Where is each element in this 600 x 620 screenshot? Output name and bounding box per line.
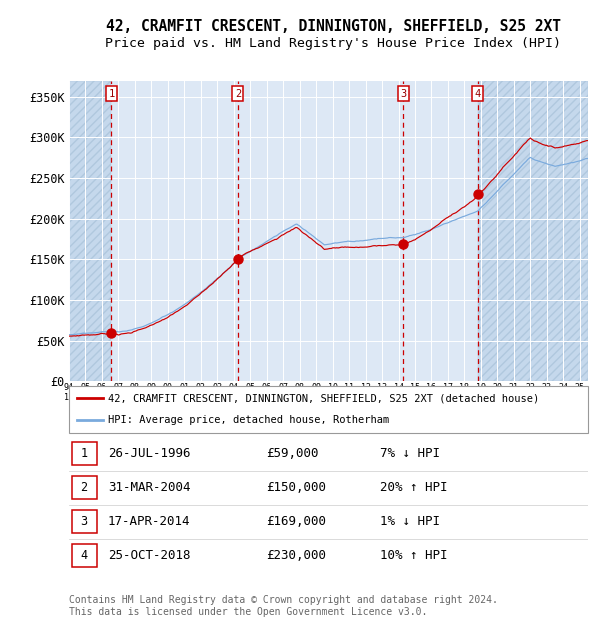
Text: 4: 4 (80, 549, 88, 562)
Text: Contains HM Land Registry data © Crown copyright and database right 2024.
This d: Contains HM Land Registry data © Crown c… (69, 595, 498, 617)
Text: 1: 1 (80, 447, 88, 459)
FancyBboxPatch shape (71, 476, 97, 499)
Text: 1% ↓ HPI: 1% ↓ HPI (380, 515, 440, 528)
Text: 17-APR-2014: 17-APR-2014 (108, 515, 190, 528)
Text: 10% ↑ HPI: 10% ↑ HPI (380, 549, 448, 562)
Text: 3: 3 (80, 515, 88, 528)
Text: 2: 2 (235, 89, 241, 99)
Bar (69, 81, 112, 381)
Text: £169,000: £169,000 (266, 515, 326, 528)
Text: 2: 2 (80, 481, 88, 494)
Text: 31-MAR-2004: 31-MAR-2004 (108, 481, 190, 494)
Bar (69, 81, 112, 381)
Text: HPI: Average price, detached house, Rotherham: HPI: Average price, detached house, Roth… (108, 415, 389, 425)
FancyBboxPatch shape (69, 386, 588, 433)
Bar (478, 81, 588, 381)
Text: 26-JUL-1996: 26-JUL-1996 (108, 447, 190, 459)
Text: 42, CRAMFIT CRESCENT, DINNINGTON, SHEFFIELD, S25 2XT (detached house): 42, CRAMFIT CRESCENT, DINNINGTON, SHEFFI… (108, 393, 539, 404)
Text: 7% ↓ HPI: 7% ↓ HPI (380, 447, 440, 459)
FancyBboxPatch shape (71, 510, 97, 533)
Text: 42, CRAMFIT CRESCENT, DINNINGTON, SHEFFIELD, S25 2XT: 42, CRAMFIT CRESCENT, DINNINGTON, SHEFFI… (106, 19, 560, 34)
Bar (478, 81, 588, 381)
Text: Price paid vs. HM Land Registry's House Price Index (HPI): Price paid vs. HM Land Registry's House … (105, 37, 561, 50)
Text: £150,000: £150,000 (266, 481, 326, 494)
Text: £59,000: £59,000 (266, 447, 319, 459)
Text: 25-OCT-2018: 25-OCT-2018 (108, 549, 190, 562)
FancyBboxPatch shape (71, 544, 97, 567)
Text: £230,000: £230,000 (266, 549, 326, 562)
Text: 3: 3 (400, 89, 406, 99)
Text: 4: 4 (475, 89, 481, 99)
Text: 1: 1 (108, 89, 115, 99)
FancyBboxPatch shape (71, 441, 97, 465)
Text: 20% ↑ HPI: 20% ↑ HPI (380, 481, 448, 494)
